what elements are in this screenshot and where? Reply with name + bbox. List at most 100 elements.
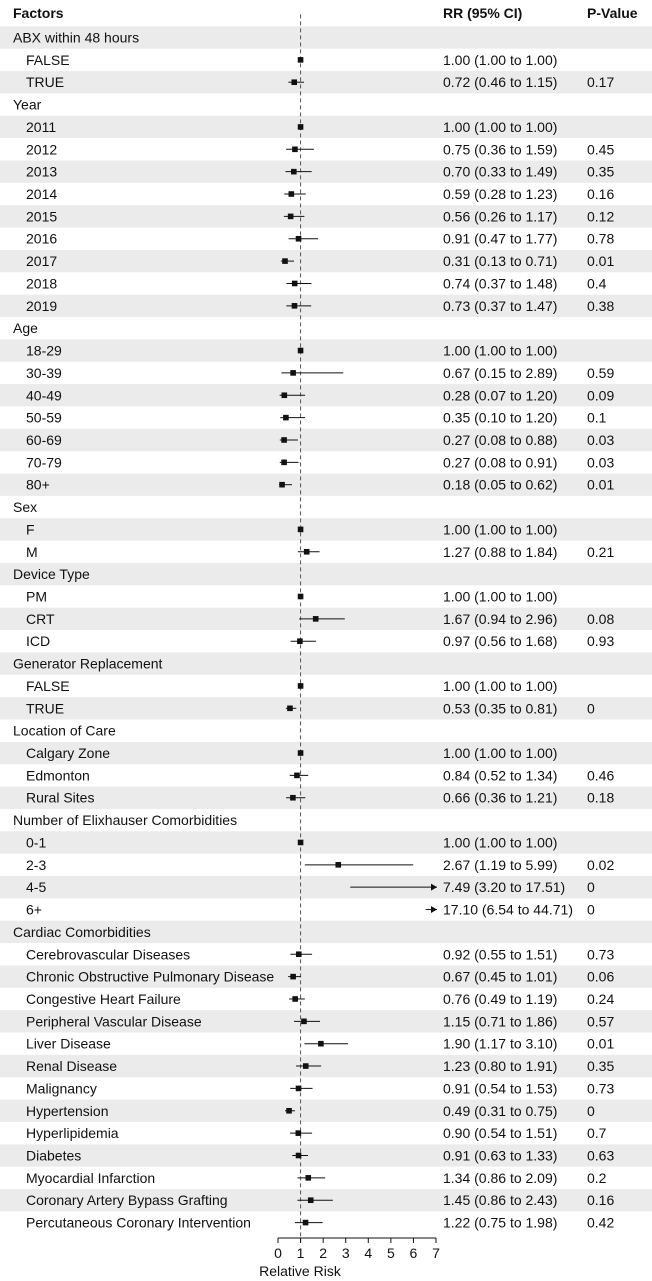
row-band bbox=[0, 1010, 652, 1033]
rr-ci-value: 0.84 (0.52 to 1.34) bbox=[443, 767, 557, 783]
point-estimate bbox=[307, 1197, 314, 1204]
rr-ci-value: 0.75 (0.36 to 1.59) bbox=[443, 141, 557, 157]
rr-ci-value: 1.00 (1.00 to 1.00) bbox=[443, 678, 557, 694]
factor-label: Percutaneous Coronary Intervention bbox=[26, 1215, 251, 1231]
row-band bbox=[0, 294, 652, 317]
point-estimate bbox=[288, 191, 295, 197]
header-p-value: P-Value bbox=[587, 5, 638, 21]
group-label: Location of Care bbox=[13, 723, 116, 739]
factor-label: 2017 bbox=[26, 253, 57, 269]
point-estimate bbox=[281, 437, 287, 443]
row-band bbox=[0, 518, 652, 541]
row-band bbox=[0, 160, 652, 183]
rr-ci-value: 0.70 (0.33 to 1.49) bbox=[443, 164, 557, 180]
p-value: 0.02 bbox=[587, 857, 614, 873]
factor-label: Edmonton bbox=[26, 767, 90, 783]
point-estimate bbox=[297, 638, 303, 645]
point-estimate bbox=[292, 146, 298, 153]
row-band bbox=[0, 697, 652, 720]
rr-ci-value: 0.27 (0.08 to 0.88) bbox=[443, 432, 557, 448]
factor-label: 2014 bbox=[26, 186, 57, 202]
p-value: 0.73 bbox=[587, 946, 614, 962]
factor-label: 2019 bbox=[26, 298, 57, 314]
rr-ci-value: 0.59 (0.28 to 1.23) bbox=[443, 186, 557, 202]
factor-label: Liver Disease bbox=[26, 1036, 111, 1052]
row-band bbox=[0, 965, 652, 988]
factor-label: Rural Sites bbox=[26, 790, 94, 806]
factor-label: 2012 bbox=[26, 141, 57, 157]
factor-label: 6+ bbox=[26, 902, 42, 918]
header-factors: Factors bbox=[13, 5, 64, 21]
point-estimate bbox=[287, 213, 294, 220]
p-value: 0.45 bbox=[587, 141, 614, 157]
group-label: Device Type bbox=[13, 566, 90, 582]
point-estimate bbox=[303, 548, 310, 555]
factor-label: TRUE bbox=[26, 74, 64, 90]
p-value: 0.12 bbox=[587, 208, 614, 224]
p-value: 0.63 bbox=[587, 1148, 614, 1164]
p-value: 0.38 bbox=[587, 298, 614, 314]
row-band bbox=[0, 652, 652, 675]
rr-ci-value: 0.28 (0.07 to 1.20) bbox=[443, 387, 557, 403]
rr-ci-value: 1.23 (0.80 to 1.91) bbox=[443, 1058, 557, 1074]
rr-ci-value: 17.10 (6.54 to 44.71) bbox=[443, 902, 573, 918]
p-value: 0.42 bbox=[587, 1215, 614, 1231]
point-estimate bbox=[335, 862, 342, 868]
ci-arrow-head bbox=[431, 906, 437, 914]
rr-ci-value: 7.49 (3.20 to 17.51) bbox=[443, 879, 565, 895]
p-value: 0 bbox=[587, 879, 595, 895]
rr-ci-value: 0.91 (0.63 to 1.33) bbox=[443, 1148, 557, 1164]
p-value: 0 bbox=[587, 700, 595, 716]
rr-ci-value: 1.45 (0.86 to 2.43) bbox=[443, 1192, 557, 1208]
rr-ci-value: 1.22 (0.75 to 1.98) bbox=[443, 1215, 557, 1231]
rr-ci-value: 0.18 (0.05 to 0.62) bbox=[443, 477, 557, 493]
x-tick-label: 2 bbox=[319, 1245, 327, 1261]
point-estimate bbox=[287, 705, 293, 712]
rr-ci-value: 0.53 (0.35 to 0.81) bbox=[443, 700, 557, 716]
factor-label: 2015 bbox=[26, 208, 57, 224]
point-estimate bbox=[297, 839, 304, 846]
factor-label: ICD bbox=[26, 633, 50, 649]
row-band bbox=[0, 339, 652, 362]
factor-label: Diabetes bbox=[26, 1148, 81, 1164]
p-value: 0.06 bbox=[587, 969, 614, 985]
rr-ci-value: 1.00 (1.00 to 1.00) bbox=[443, 52, 557, 68]
factor-label: Cerebrovascular Diseases bbox=[26, 946, 190, 962]
p-value: 0.57 bbox=[587, 1013, 614, 1029]
point-estimate bbox=[295, 951, 302, 958]
p-value: 0.35 bbox=[587, 1058, 614, 1074]
factor-label: 2016 bbox=[26, 231, 57, 247]
row-band bbox=[0, 26, 652, 49]
point-estimate bbox=[297, 526, 304, 533]
row-band bbox=[0, 115, 652, 139]
p-value: 0.01 bbox=[587, 253, 614, 269]
rr-ci-value: 1.27 (0.88 to 1.84) bbox=[443, 544, 557, 560]
rr-ci-value: 1.34 (0.86 to 2.09) bbox=[443, 1170, 557, 1186]
point-estimate bbox=[295, 235, 302, 242]
row-band bbox=[0, 384, 652, 407]
factor-label: Calgary Zone bbox=[26, 745, 110, 761]
p-value: 0.16 bbox=[587, 186, 614, 202]
header-rr: RR (95% CI) bbox=[443, 5, 522, 21]
rr-ci-value: 0.74 (0.37 to 1.48) bbox=[443, 275, 557, 291]
row-band bbox=[0, 71, 652, 94]
x-tick-label: 0 bbox=[274, 1245, 282, 1261]
point-estimate bbox=[302, 1219, 309, 1226]
point-estimate bbox=[297, 57, 304, 63]
factor-label: 4-5 bbox=[26, 879, 46, 895]
rr-ci-value: 0.73 (0.37 to 1.47) bbox=[443, 298, 557, 314]
p-value: 0.16 bbox=[587, 1192, 614, 1208]
rr-ci-value: 1.00 (1.00 to 1.00) bbox=[443, 745, 557, 761]
factor-label: Peripheral Vascular Disease bbox=[26, 1013, 202, 1029]
factor-label: 2013 bbox=[26, 164, 57, 180]
point-estimate bbox=[294, 772, 300, 779]
rr-ci-value: 0.76 (0.49 to 1.19) bbox=[443, 991, 557, 1007]
factor-label: 2011 bbox=[26, 119, 56, 135]
factor-label: M bbox=[26, 544, 38, 560]
rr-ci-value: 1.67 (0.94 to 2.96) bbox=[443, 611, 557, 627]
rr-ci-value: 1.00 (1.00 to 1.00) bbox=[443, 521, 557, 537]
rr-ci-value: 0.49 (0.31 to 0.75) bbox=[443, 1103, 557, 1119]
point-estimate bbox=[312, 616, 319, 622]
row-band bbox=[0, 1054, 652, 1078]
point-estimate bbox=[297, 593, 304, 600]
